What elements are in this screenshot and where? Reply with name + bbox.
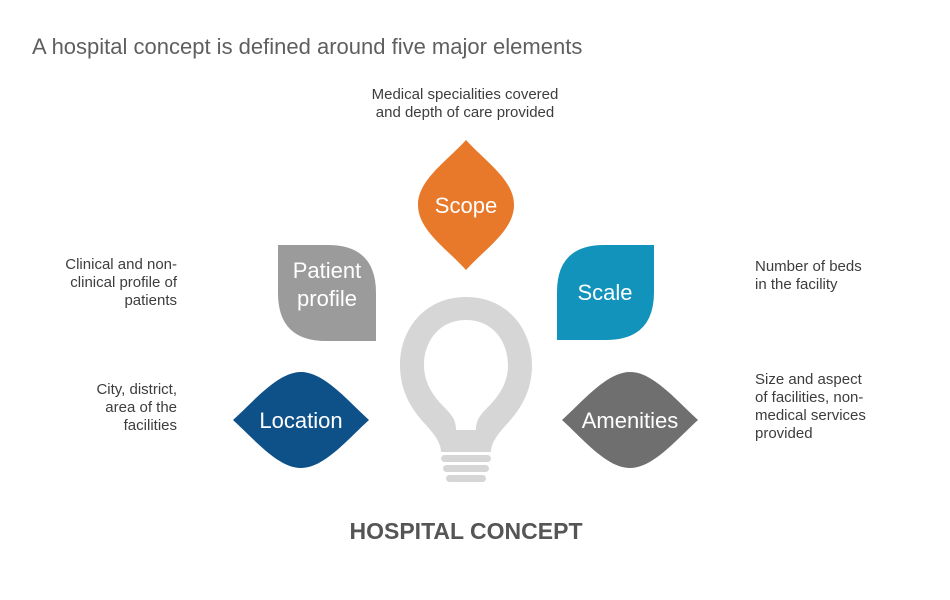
amenities-label: Amenities (582, 408, 679, 433)
scale-description: Number of beds in the facility (755, 258, 862, 294)
amenities-description-line: Size and aspect (755, 371, 862, 388)
bulb-base-ring (441, 455, 491, 462)
scale-shape (557, 245, 654, 340)
location-shape (233, 372, 369, 468)
patient-profile-description-line: clinical profile of (70, 274, 177, 291)
amenities-node: Amenities (562, 372, 698, 468)
scope-shape (418, 140, 514, 270)
page-title: A hospital concept is defined around fiv… (32, 34, 583, 59)
patient-profile-description: Clinical and non- clinical profile of pa… (0, 256, 177, 310)
scope-description-line: Medical specialities covered (371, 86, 559, 103)
scope-description: Medical specialities covered and depth o… (300, 86, 630, 122)
lightbulb-icon (400, 297, 532, 482)
scale-description-line: Number of beds (755, 258, 862, 275)
scale-description-line: in the facility (755, 276, 838, 293)
scale-label: Scale (577, 280, 632, 305)
location-description: City, district, area of the facilities (0, 381, 177, 435)
location-node: Location (233, 372, 369, 468)
amenities-description: Size and aspect of facilities, non- medi… (755, 371, 866, 443)
bulb-glass (400, 297, 532, 452)
scope-node: Scope (418, 140, 514, 270)
patient-profile-label-line: Patient (293, 258, 362, 283)
location-description-line: facilities (123, 417, 177, 434)
amenities-description-line: medical services (755, 407, 866, 424)
location-label: Location (259, 408, 342, 433)
bulb-base-ring (443, 465, 489, 472)
amenities-shape (562, 372, 698, 468)
scope-label: Scope (435, 193, 497, 218)
patient-profile-description-line: Clinical and non- (65, 256, 177, 273)
patient-profile-node: Patient profile (278, 245, 376, 341)
scale-node: Scale (557, 245, 654, 340)
location-description-line: City, district, (96, 381, 177, 398)
bulb-base-ring (446, 475, 486, 482)
patient-profile-shape (278, 245, 376, 341)
amenities-description-line: provided (755, 425, 813, 442)
patient-profile-description-line: patients (124, 292, 177, 309)
scope-description-line: and depth of care provided (375, 104, 555, 121)
concept-title: HOSPITAL CONCEPT (350, 518, 583, 544)
patient-profile-label-line: profile (297, 286, 357, 311)
amenities-description-line: of facilities, non- (755, 389, 864, 406)
location-description-line: area of the (105, 399, 177, 416)
